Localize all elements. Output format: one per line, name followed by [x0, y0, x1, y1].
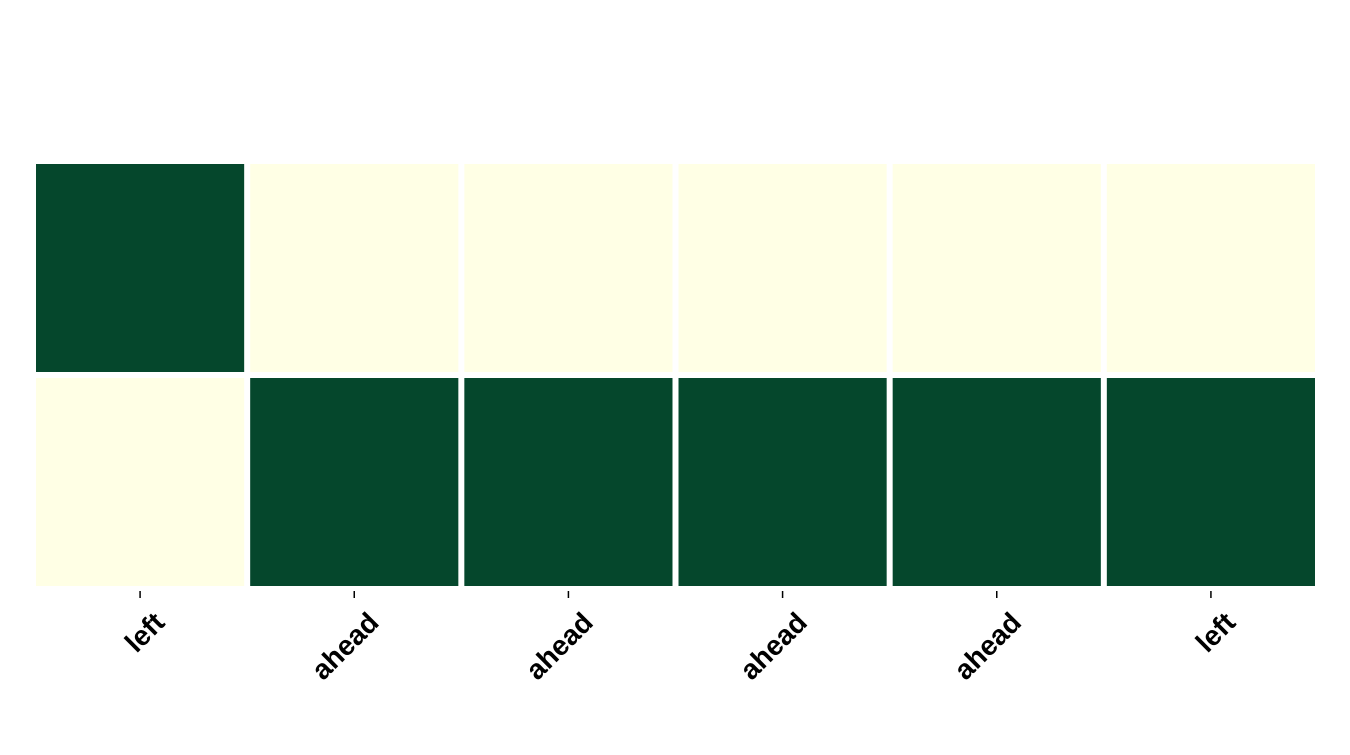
heatmap-cell-r0-c1: [250, 164, 459, 372]
heatmap-cell-r0-c5: [1106, 164, 1315, 372]
heatmap-cell-r1-c3: [678, 378, 887, 586]
heatmap-cell-r1-c4: [892, 378, 1101, 586]
x-tick-label-0: left: [119, 606, 171, 658]
heatmap-cell-r0-c2: [464, 164, 673, 372]
heatmap-cell-r0-c4: [892, 164, 1101, 372]
x-tick-label-1: ahead: [305, 606, 384, 685]
heatmap-cell-r1-c1: [250, 378, 459, 586]
x-tick-label-5: left: [1190, 606, 1242, 658]
heatmap-cell-r1-c5: [1106, 378, 1315, 586]
x-tick-label-2: ahead: [520, 606, 599, 685]
heatmap-cell-r1-c2: [464, 378, 673, 586]
heatmap-cell-r0-c3: [678, 164, 887, 372]
x-axis-ticks: [139, 591, 1212, 598]
heatmap-cell-r1-c0: [36, 378, 245, 586]
x-tick-label-4: ahead: [948, 606, 1027, 685]
heatmap-cell-r0-c0: [36, 164, 245, 372]
heatmap-cells: [36, 164, 1315, 586]
x-axis-tick-labels: left ahead ahead ahead ahead left: [119, 606, 1241, 685]
x-tick-label-3: ahead: [734, 606, 813, 685]
